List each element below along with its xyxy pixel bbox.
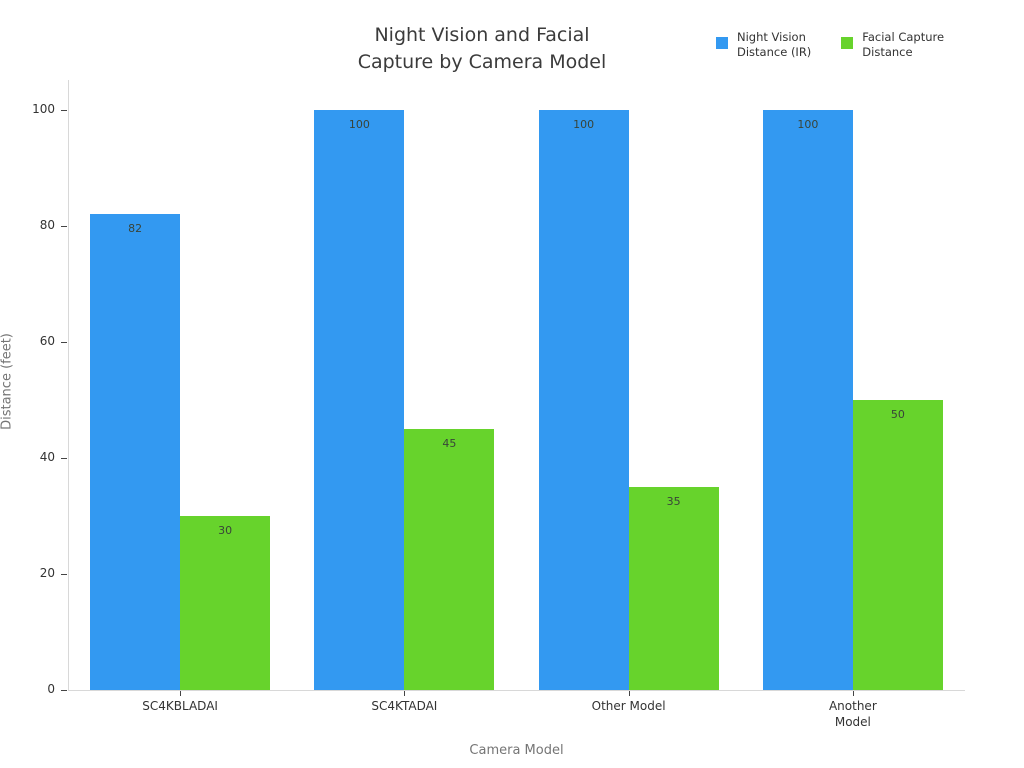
legend: Night Vision Distance (IR) Facial Capture…: [716, 30, 944, 60]
y-tick-label: 20: [39, 566, 55, 580]
y-tick-mark: [61, 458, 67, 459]
bar-sc4kbladai-series-1[interactable]: [180, 516, 271, 690]
chart-title: Night Vision and Facial Capture by Camer…: [357, 24, 607, 73]
x-tick-label: SC4KTADAI: [371, 699, 438, 713]
legend-item-1[interactable]: Facial Capture Distance: [841, 30, 944, 60]
y-tick-label: 40: [39, 450, 55, 464]
bar-value-label: 50: [890, 408, 905, 421]
bar-value-label: 82: [128, 222, 143, 236]
y-tick-label: 60: [39, 334, 55, 348]
bar-another-model-series-0[interactable]: [762, 110, 853, 690]
y-tick-mark: [61, 574, 67, 575]
x-tick-mark: [852, 691, 854, 696]
y-tick-label: 80: [39, 218, 55, 232]
y-tick-mark: [61, 110, 67, 111]
y-tick-mark: [61, 690, 67, 691]
x-axis-line: [68, 690, 965, 691]
legend-swatch-icon: [841, 37, 854, 49]
x-tick-mark: [628, 691, 630, 696]
x-tick-mark: [180, 691, 182, 696]
y-tick-mark: [61, 226, 67, 227]
x-tick-label: Another Model: [828, 699, 877, 729]
bar-sc4ktadai-series-1[interactable]: [404, 429, 495, 690]
bar-value-label: 100: [797, 118, 819, 131]
y-axis-line: [68, 80, 69, 690]
x-tick-mark: [404, 691, 406, 696]
bar-value-label: 100: [348, 118, 370, 131]
y-tick-label: 0: [47, 682, 55, 696]
bar-other-model-series-1[interactable]: [628, 487, 719, 690]
legend-item-label: Facial Capture Distance: [862, 30, 945, 59]
bar-value-label: 45: [442, 437, 457, 450]
bar-sc4kbladai-series-0[interactable]: [90, 214, 181, 690]
y-tick-label: 100: [32, 102, 55, 116]
bar-sc4ktadai-series-0[interactable]: [314, 110, 405, 690]
bar-value-label: 30: [218, 524, 233, 537]
bar-another-model-series-1[interactable]: [852, 400, 943, 690]
bar-value-label: 35: [666, 495, 681, 508]
x-tick-label: SC4KBLADAI: [142, 699, 218, 713]
legend-item-0[interactable]: Night Vision Distance (IR): [716, 30, 811, 60]
legend-item-label: Night Vision Distance (IR): [737, 30, 812, 59]
y-tick-mark: [61, 342, 67, 343]
bar-value-label: 100: [573, 118, 595, 131]
x-axis-title: Camera Model: [469, 743, 564, 758]
legend-swatch-icon: [716, 37, 728, 49]
x-tick-label: Other Model: [591, 699, 666, 713]
bar-other-model-series-0[interactable]: [538, 110, 629, 690]
